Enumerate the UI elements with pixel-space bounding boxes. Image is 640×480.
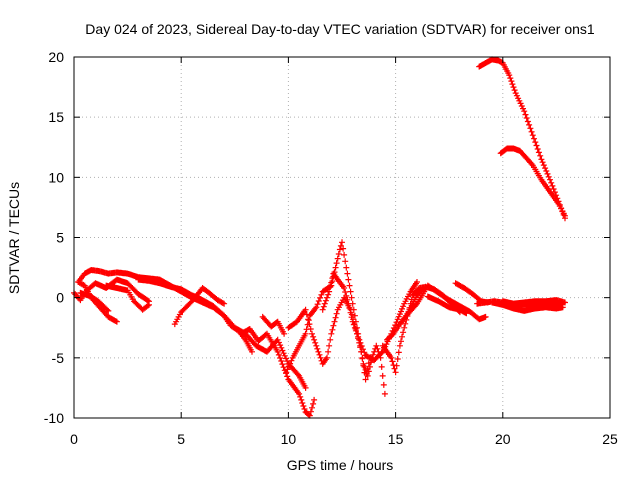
axis-ticks: 0 5 10 15 20 25 -10 -5 0 5 10 15 20	[44, 49, 618, 447]
chart-title: Day 024 of 2023, Sidereal Day-to-day VTE…	[85, 21, 595, 37]
y-tick-label: 15	[48, 109, 64, 125]
data-point-markers	[135, 276, 255, 355]
x-tick-label: 20	[495, 431, 511, 447]
data-track	[403, 282, 489, 323]
x-axis-label: GPS time / hours	[287, 457, 394, 473]
data-point-markers	[424, 293, 470, 317]
y-tick-label: 20	[48, 49, 64, 65]
data-point-markers	[476, 56, 568, 222]
data-point-markers	[103, 282, 152, 313]
data-track	[259, 313, 288, 337]
data-point-markers	[403, 282, 489, 323]
data-point-markers	[499, 297, 568, 307]
data-track	[489, 299, 566, 314]
x-tick-label: 15	[388, 431, 404, 447]
data-track	[135, 276, 255, 355]
data-track	[497, 145, 568, 219]
data-track	[499, 297, 568, 307]
data-layer	[71, 56, 568, 419]
data-point-markers	[238, 326, 318, 419]
grid	[74, 57, 610, 418]
x-tick-label: 0	[70, 431, 78, 447]
y-tick-label: 10	[48, 169, 64, 185]
data-point-markers	[489, 299, 566, 314]
data-track	[238, 326, 318, 419]
data-point-markers	[171, 285, 228, 328]
x-tick-label: 5	[177, 431, 185, 447]
y-tick-label: -5	[52, 350, 65, 366]
x-tick-label: 25	[602, 431, 618, 447]
y-tick-label: -10	[44, 410, 64, 426]
data-point-markers	[497, 145, 568, 219]
data-track	[103, 282, 152, 313]
data-track	[171, 285, 228, 328]
data-point-markers	[259, 313, 288, 337]
y-tick-label: 5	[56, 230, 64, 246]
data-track	[424, 293, 470, 317]
y-tick-label: 0	[56, 290, 64, 306]
y-axis-label: SDTVAR / TECUs	[6, 182, 22, 294]
x-tick-label: 10	[281, 431, 297, 447]
data-track	[476, 56, 568, 222]
